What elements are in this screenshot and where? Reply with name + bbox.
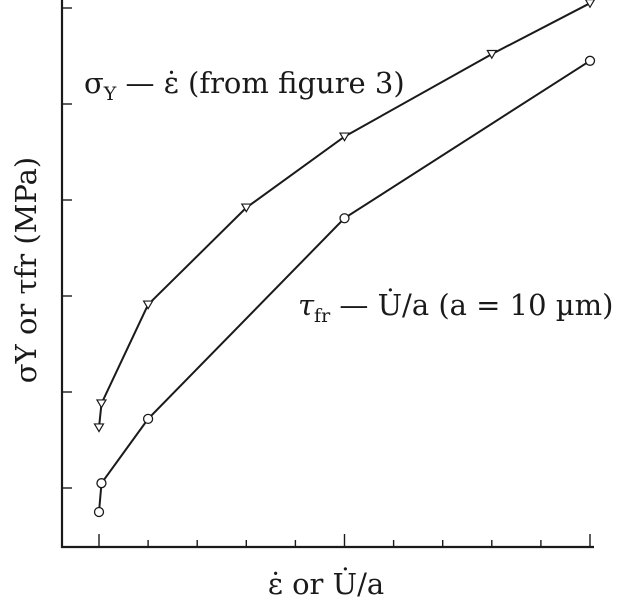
data-point [142,413,154,425]
axes [60,0,594,549]
data-point [486,49,498,60]
data-point [96,478,107,489]
series-label-tau: τfr — U̇/a (a = 10 µm) [298,288,613,327]
data-point [95,399,108,409]
data-point [339,213,350,224]
series-line [98,59,591,513]
data-point [142,300,154,310]
data-point [240,203,252,213]
series-tau [93,55,596,518]
data-point [585,0,595,9]
data-point [93,423,105,433]
plot-area [93,0,596,518]
y-ticks [62,7,72,489]
data-point [93,506,105,518]
data-point [338,132,351,142]
x-ticks [98,534,591,547]
data-point [584,55,596,66]
series-label-sigma: σY — ε̇ (from figure 3) [84,66,405,105]
y-axis-label: σY or τfr (MPa) [9,157,43,383]
x-axis-label: ε̇ or U̇/a [268,567,384,601]
series-sigma [93,0,595,433]
